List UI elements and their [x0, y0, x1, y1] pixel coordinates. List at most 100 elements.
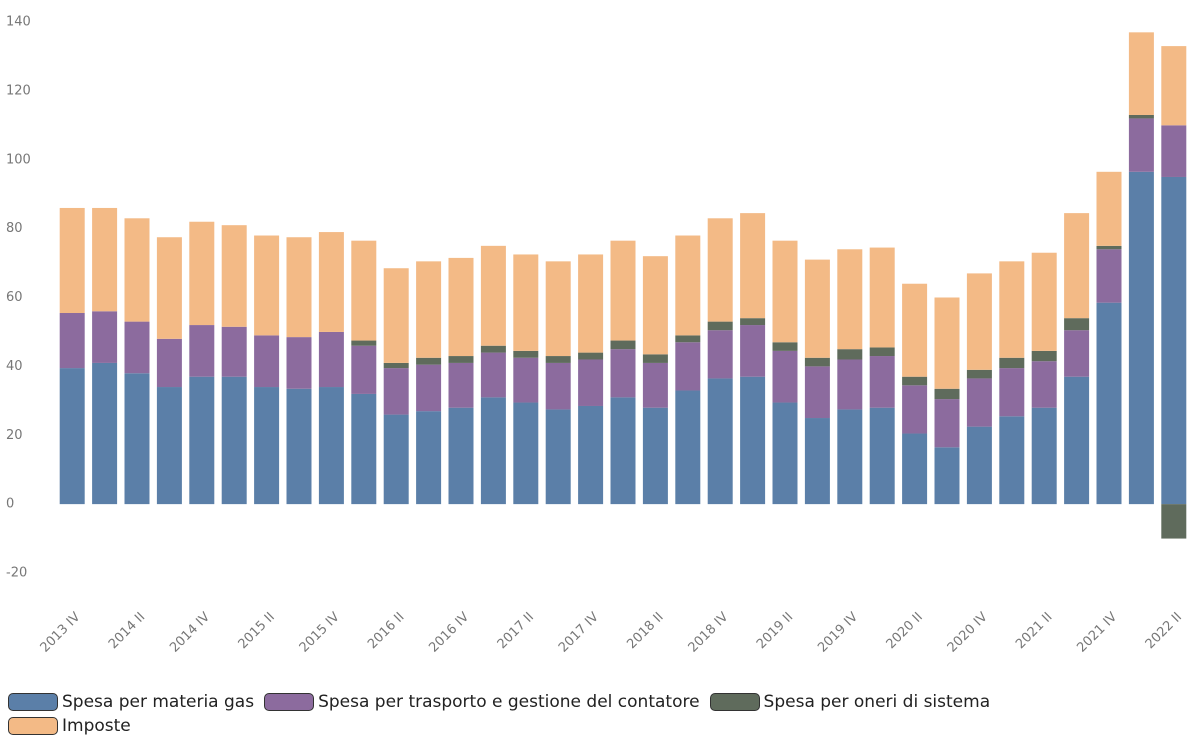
x-tick-label: 2018 II [624, 610, 666, 652]
bar-segment [642, 407, 668, 505]
x-tick-label: 2017 II [495, 610, 537, 652]
bar-segment [448, 356, 474, 363]
bar-segment [59, 207, 85, 313]
bar-segment [1031, 350, 1057, 362]
bar-segment [610, 397, 636, 505]
bar-segment [1161, 46, 1187, 126]
legend-swatch [8, 717, 58, 735]
bar-segment [610, 349, 636, 398]
x-tick-label: 2022 II [1143, 610, 1185, 652]
bar-segment [707, 321, 733, 331]
bar-segment [1128, 114, 1154, 119]
bar-segment [351, 393, 377, 505]
bar-segment [934, 388, 960, 400]
bar-segment [740, 318, 766, 326]
bar-segment [286, 237, 312, 338]
chart: -20 0 20 40 60 80 100 120 140 2013 IV 2014 II 2014 … [6, 15, 1187, 656]
bar-segment [1096, 249, 1122, 303]
bar-segment [578, 405, 604, 505]
bar-segment [1096, 245, 1122, 250]
bar-segment [318, 387, 344, 505]
bar-segment [837, 349, 863, 360]
legend-label: Spesa per trasporto e gestione del conta… [318, 692, 700, 712]
bar-segment [351, 240, 377, 341]
bar-segment [1128, 171, 1154, 505]
bar-segment [966, 378, 992, 427]
bar-segment [1096, 302, 1122, 505]
legend-item: Spesa per oneri di sistema [709, 692, 991, 712]
bar-segment [610, 240, 636, 341]
bar-segment [1064, 376, 1090, 505]
bar-segment [999, 368, 1025, 417]
bar-segment [545, 261, 571, 357]
bar-segment [513, 350, 539, 358]
bar-segment [642, 354, 668, 363]
bar-segment [351, 340, 377, 346]
bar-segment [124, 373, 150, 505]
bar-segment [383, 414, 409, 505]
bar-segment [448, 407, 474, 505]
bar-segment [772, 240, 798, 343]
bar-segment [92, 207, 118, 312]
bar-segment [1096, 171, 1122, 246]
bar-segment [869, 347, 895, 357]
bar-segment [804, 357, 830, 367]
bar-segment [740, 325, 766, 377]
bar-segment [578, 254, 604, 353]
bar-segment [675, 335, 701, 343]
y-tick-label: 80 [6, 221, 23, 236]
x-tick-label: 2019 IV [815, 610, 861, 656]
bar-segment [416, 357, 442, 365]
bar-segment [610, 340, 636, 350]
legend-item: Spesa per materia gas [8, 692, 254, 712]
y-tick-label: -20 [6, 566, 27, 581]
bar-segment [707, 378, 733, 505]
bar-segment [254, 235, 280, 336]
bar-segment [966, 369, 992, 379]
x-tick-label: 2020 II [884, 610, 926, 652]
bar-segment [578, 352, 604, 360]
bar-segment [448, 257, 474, 357]
bar-segment [318, 232, 344, 332]
bar-segment [416, 261, 442, 358]
bar-segment [416, 364, 442, 412]
bar-segment [1064, 213, 1090, 319]
y-tick-label: 120 [6, 83, 31, 98]
bar-segment [772, 402, 798, 505]
x-tick-label: 2017 IV [556, 610, 602, 656]
x-tick-label: 2020 IV [945, 610, 991, 656]
bar-segment [740, 376, 766, 505]
x-tick-label: 2016 IV [426, 610, 472, 656]
x-tick-label: 2013 IV [38, 610, 84, 656]
x-tick-label: 2014 IV [167, 610, 213, 656]
bar-segment [124, 218, 150, 322]
bar-segment [383, 368, 409, 415]
bar-segment [124, 321, 150, 374]
bar-segment [545, 356, 571, 363]
bar-segment [966, 426, 992, 505]
bar-segment [318, 331, 344, 388]
bar-segment [804, 418, 830, 505]
bar-segment [902, 385, 928, 434]
bar-segment [1161, 504, 1187, 539]
bar-segment [1161, 125, 1187, 177]
legend: Spesa per materia gas Spesa per trasporto… [8, 692, 1108, 736]
y-tick-label: 60 [6, 290, 23, 305]
bar-segment [707, 218, 733, 322]
legend-swatch [8, 693, 58, 711]
bar-segment [189, 221, 215, 326]
bar-segment [383, 362, 409, 369]
bar-segment [92, 362, 118, 505]
bar-segment [1031, 407, 1057, 505]
bar-segment [1064, 318, 1090, 331]
bar-segment [59, 368, 85, 505]
bar-segment [221, 376, 247, 505]
bar-segment [837, 409, 863, 505]
bar-segment [675, 390, 701, 505]
bar-segment [59, 312, 85, 369]
bar-segment [221, 326, 247, 377]
bar-segment [740, 213, 766, 319]
bar-segment [1031, 252, 1057, 351]
legend-label: Spesa per oneri di sistema [763, 692, 991, 712]
